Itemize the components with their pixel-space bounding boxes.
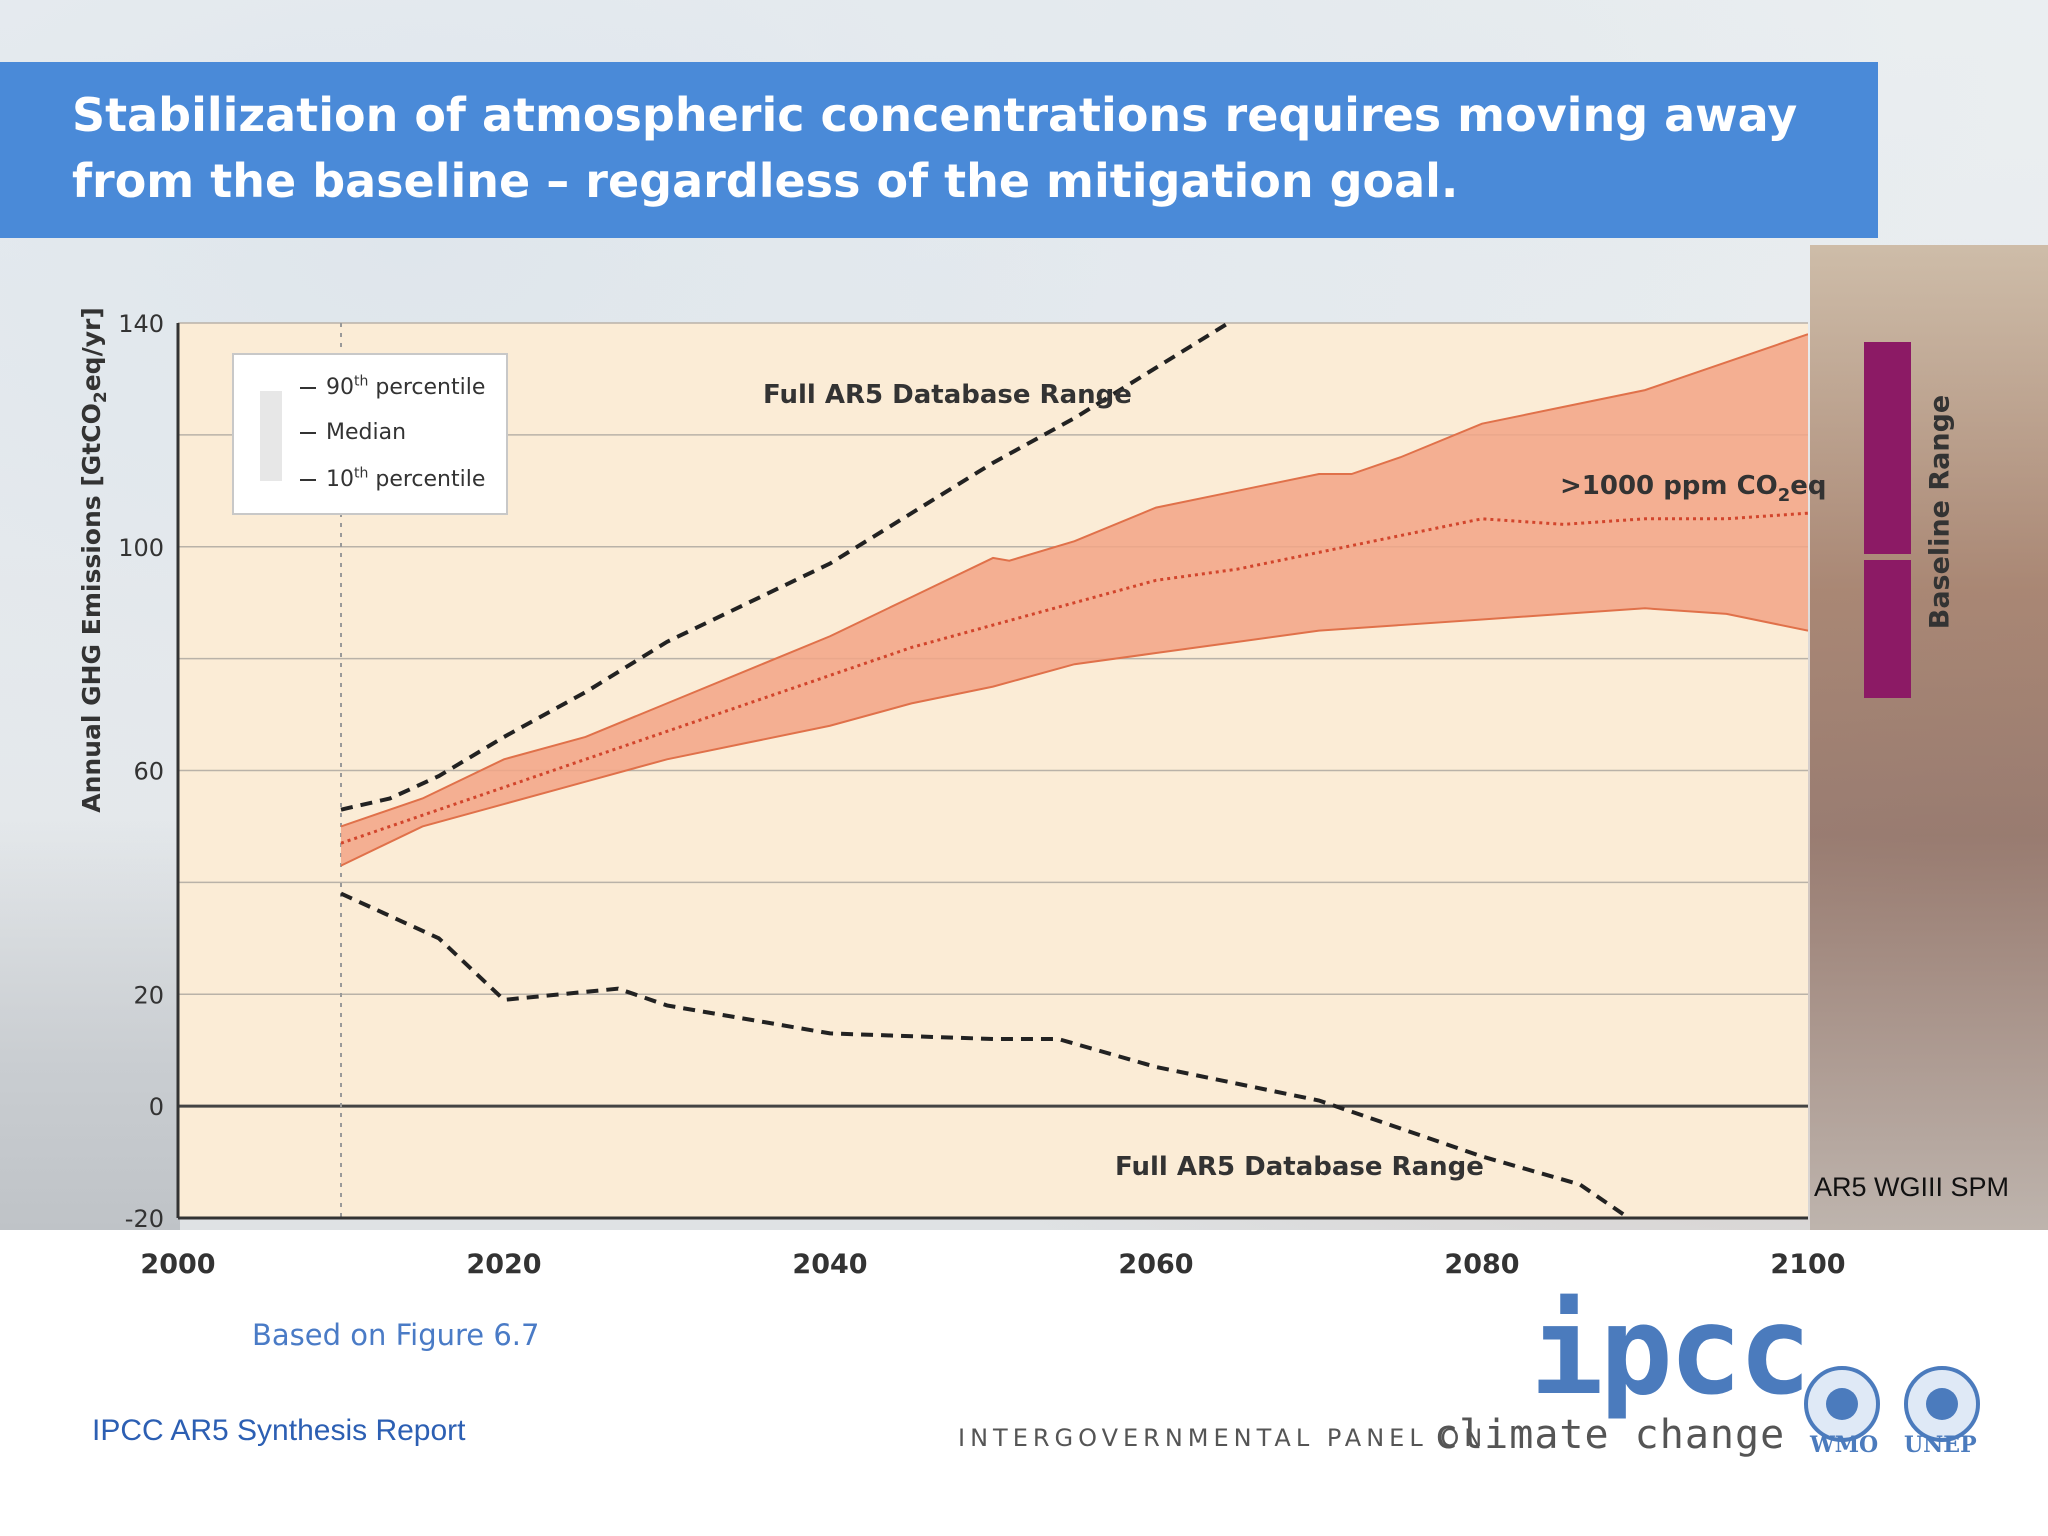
y-tick-label: 20 — [133, 981, 164, 1009]
percentile-band — [341, 334, 1808, 865]
legend-entry-median: Median — [300, 420, 406, 445]
source-tag: AR5 WGIII SPM — [1814, 1172, 2009, 1203]
annotation-full-range-lower: Full AR5 Database Range — [1115, 1152, 1484, 1182]
ipcc-subtitle-climate-change: climate change — [1434, 1412, 1785, 1458]
x-tick-label: 2100 — [1770, 1249, 1845, 1280]
y-axis-label-text: Annual GHG Emissions [GtCO2eq/yr] — [77, 307, 111, 813]
baseline-range-bar-lower — [1864, 560, 1911, 698]
y-tick-label: 0 — [149, 1093, 164, 1121]
legend-swatch — [260, 391, 282, 481]
y-tick-label: 60 — [133, 758, 164, 786]
figure-note: Based on Figure 6.7 — [252, 1318, 539, 1352]
legend-label-10th: 10th percentile — [326, 467, 485, 492]
x-tick-label: 2020 — [466, 1249, 541, 1280]
y-tick-label: 100 — [118, 534, 164, 562]
ipcc-logo: ipcc — [1530, 1290, 1808, 1412]
report-note: IPCC AR5 Synthesis Report — [92, 1414, 466, 1448]
baseline-range-label-text: Baseline Range — [1925, 395, 1956, 630]
ipcc-subtitle: INTERGOVERNMENTAL PANEL ON — [958, 1424, 1487, 1452]
unep-label: UNEP — [1904, 1432, 1977, 1458]
x-tick-label: 2060 — [1118, 1249, 1193, 1280]
wmo-emblem-icon — [1804, 1366, 1880, 1442]
legend: 90th percentile Median 10th percentile — [232, 353, 508, 515]
baseline-range-bar-upper — [1864, 342, 1911, 554]
x-tick-label: 2040 — [792, 1249, 867, 1280]
y-tick-label: -20 — [125, 1205, 164, 1233]
wmo-label: WMO — [1810, 1432, 1878, 1458]
legend-entry-90th: 90th percentile — [300, 374, 485, 400]
legend-entry-10th: 10th percentile — [300, 466, 485, 492]
annotation-full-range-upper: Full AR5 Database Range — [763, 380, 1132, 410]
x-tick-label: 2000 — [140, 1249, 215, 1280]
unep-emblem-icon — [1904, 1366, 1980, 1442]
legend-label-90th: 90th percentile — [326, 375, 485, 400]
legend-label-median: Median — [326, 420, 406, 445]
y-tick-label: 140 — [118, 310, 164, 338]
x-tick-label: 2080 — [1444, 1249, 1519, 1280]
